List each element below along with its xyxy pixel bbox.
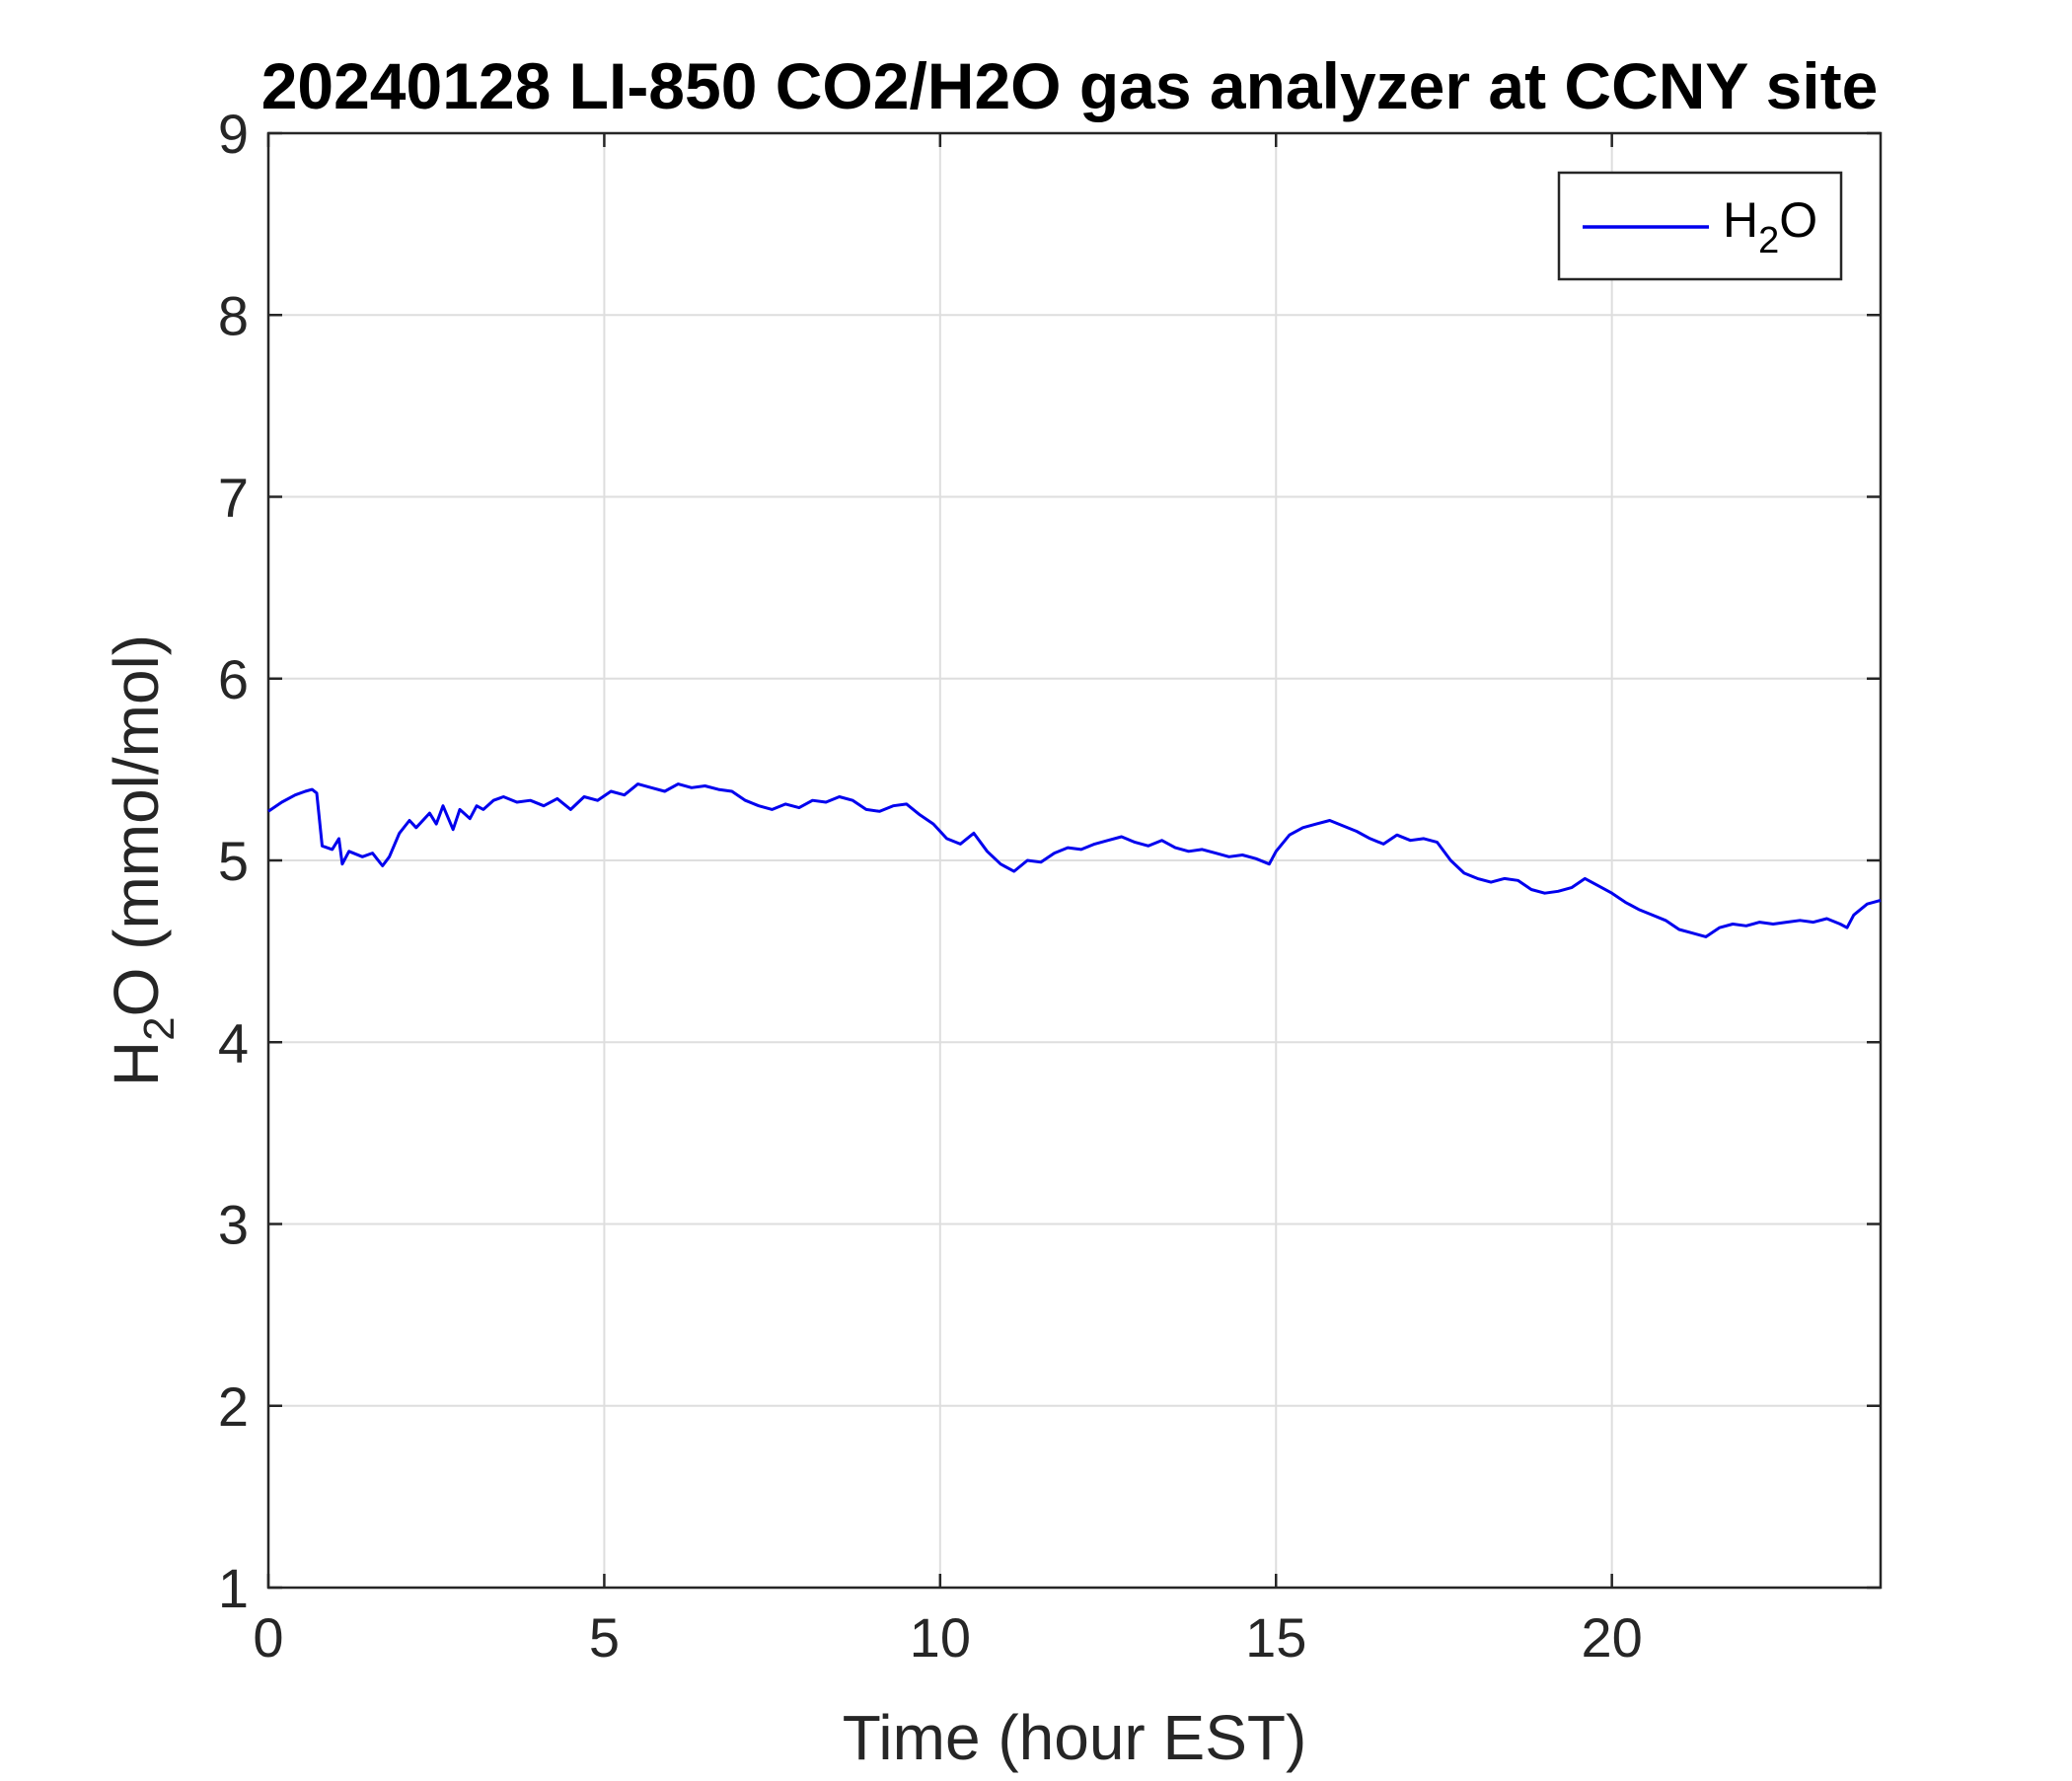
y-axis-label-rest: O (mmol/mol) <box>101 634 172 1017</box>
chart-title: 20240128 LI-850 CO2/H2O gas analyzer at … <box>261 49 1879 122</box>
y-tick-label: 9 <box>218 103 249 165</box>
legend-entry-base: H <box>1723 192 1758 248</box>
x-axis-label: Time (hour EST) <box>843 1702 1307 1773</box>
y-tick-label: 7 <box>218 467 249 529</box>
series-layer <box>267 782 1882 938</box>
y-tick-label: 3 <box>218 1194 249 1256</box>
legend-entry-rest: O <box>1779 192 1817 248</box>
x-tick-label: 5 <box>589 1606 620 1669</box>
x-tick-label: 0 <box>253 1606 283 1669</box>
axis-ticks: 0 5 10 15 20 1 2 3 4 5 6 7 8 9 <box>218 103 1881 1669</box>
y-tick-label: 6 <box>218 648 249 710</box>
legend-entry-subscript: 2 <box>1758 220 1779 261</box>
x-tick-label: 20 <box>1582 1606 1643 1669</box>
legend-entry-h2o: H2O <box>1723 192 1817 261</box>
x-tick-label: 10 <box>910 1606 971 1669</box>
y-tick-label: 1 <box>218 1557 249 1619</box>
grid-lines <box>268 133 1881 1588</box>
y-axis-label-base: H <box>101 1041 172 1086</box>
y-axis-label-subscript: 2 <box>135 1016 184 1040</box>
y-tick-label: 5 <box>218 830 249 892</box>
legend: H2O <box>1557 171 1843 281</box>
y-tick-label: 8 <box>218 284 249 346</box>
x-tick-label: 15 <box>1245 1606 1306 1669</box>
series-line-h2o <box>267 782 1882 938</box>
y-axis-label: H2O (mmol/mol) <box>101 634 184 1086</box>
y-tick-label: 4 <box>218 1011 249 1074</box>
y-tick-label: 2 <box>218 1375 249 1438</box>
